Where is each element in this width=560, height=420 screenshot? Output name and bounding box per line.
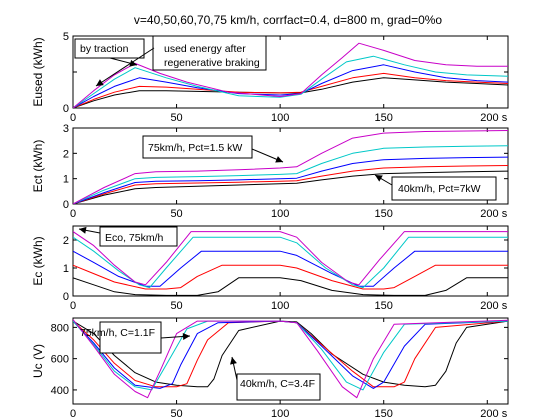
series-line-1 [73,170,508,204]
annotation-text: Eco, 75km/h [105,232,164,244]
x-tick-label: 50 [170,208,182,220]
y-tick-label: 600 [51,354,69,366]
annotation: 75km/h, C=1.1F [80,321,191,354]
y-tick-label: 400 [51,385,69,397]
x-tick-label: 50 [170,408,182,420]
y-tick-label: 800 [51,322,69,334]
annotation-box [236,373,321,401]
series-line-4 [73,236,508,289]
x-tick-label: 200 s [480,408,507,420]
series-line-3 [73,64,508,108]
x-tick-label: 50 [170,300,182,312]
x-tick-label: 150 [375,112,393,124]
y-tick-label: 1 [63,263,69,275]
annotation-text: regenerative braking [164,57,260,69]
x-tick-label: 50 [170,112,182,124]
y-tick-label: 2 [63,235,69,247]
annotation-box [391,176,497,201]
series-line-5 [73,319,508,399]
x-tick-label: 0 [70,208,76,220]
series-line-2 [73,264,508,290]
y-axis-label: Ec (kWh) [31,236,45,285]
annotation-arrowhead [129,59,137,67]
x-tick-label: 0 [70,408,76,420]
x-tick-label: 200 s [480,300,507,312]
x-tick-label: 100 [271,300,289,312]
x-tick-label: 150 [375,408,393,420]
y-axis-label: Ect (kWh) [31,140,45,193]
subplot-3: 0 50 100 150 200 s 0 1 2 Ec (kWh) Eco, 75km/h [31,225,509,312]
annotation-text: 40km/h, C=3.4F [240,378,315,390]
annotation-box [142,135,253,159]
annotation-box [99,226,178,247]
y-tick-label: 0 [63,291,69,303]
x-tick-label: 100 [271,208,289,220]
annotation-text: used energy after [164,43,246,55]
y-tick-label: 5 [63,31,69,43]
annotation: 40km/h, C=3.4F [230,356,321,401]
series-line-4 [73,145,508,204]
y-tick-label: 2 [63,148,69,160]
series-line-3 [73,320,508,389]
series-line-5 [73,130,508,204]
annotation-box [74,38,145,59]
x-tick-label: 150 [375,300,393,312]
annotation: 75km/h, Pct=1.5 kW [142,135,284,163]
series-line-1 [73,277,508,296]
series-line-2 [73,165,508,204]
annotation: Eco, 75km/h [78,226,178,247]
series-line-2 [73,72,508,108]
x-tick-label: 100 [271,112,289,124]
x-tick-label: 0 [70,300,76,312]
annotation-arrowhead [79,226,87,234]
annotation-text: 75km/h, Pct=1.5 kW [148,142,242,154]
annotation-arrowhead [96,79,104,86]
annotation: 40km/h, Pct=7kW [374,174,497,201]
annotation-arrowhead [230,357,237,365]
annotation-arrow [95,47,155,87]
subplot-4: 0 50 100 150 200 s 400 600 800 Uc (V) 75km/h, C=1… [31,317,509,420]
y-tick-label: 0 [63,103,69,115]
annotation-box [152,35,267,71]
series-line-4 [73,55,508,108]
y-axis-label: Eused (kWh) [31,37,45,106]
y-axis-label: Uc (V) [31,344,45,378]
annotation: by traction [74,38,145,67]
annotation-text: 75km/h, C=1.1F [80,327,155,339]
x-tick-label: 200 s [480,208,507,220]
y-tick-label: 3 [63,123,69,135]
y-tick-label: 0 [63,199,69,211]
annotation-box [99,321,162,354]
annotation-arrowhead [182,332,190,340]
subplot-2: 0 50 100 150 200 s 0 1 2 3 Ect (kWh) 75km/h, Pct=1… [31,123,509,220]
x-tick-label: 200 s [480,112,507,124]
annotation-text: 40km/h, Pct=7kW [398,183,481,195]
annotation-arrowhead [275,156,283,163]
x-tick-label: 0 [70,112,76,124]
series-line-5 [73,42,508,108]
figure-title: v=40,50,60,70,75 km/h, corrfact=0.4, d=8… [134,13,443,27]
x-tick-label: 150 [375,208,393,220]
y-tick-label: 1 [63,174,69,186]
series-line-5 [73,231,508,286]
annotation-text: by traction [80,43,129,55]
series-line-3 [73,156,508,204]
annotation: used energy after regenerative braking [95,35,267,87]
x-tick-label: 100 [271,408,289,420]
annotation-arrowhead [375,175,383,182]
series-line-3 [73,250,508,287]
